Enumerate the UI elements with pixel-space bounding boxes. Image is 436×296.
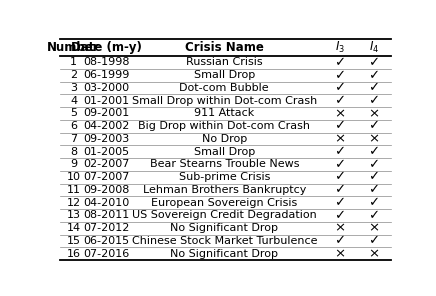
Text: No Significant Drop: No Significant Drop <box>170 223 278 233</box>
Text: ✓: ✓ <box>334 196 345 209</box>
Text: 2: 2 <box>70 70 77 80</box>
Text: 04-2002: 04-2002 <box>84 121 130 131</box>
Text: 07-2016: 07-2016 <box>84 249 130 259</box>
Text: Crisis Name: Crisis Name <box>185 41 264 54</box>
Text: 09-2008: 09-2008 <box>84 185 130 195</box>
Text: No Significant Drop: No Significant Drop <box>170 249 278 259</box>
Text: ✓: ✓ <box>368 94 379 107</box>
Text: ✓: ✓ <box>368 56 379 69</box>
Text: ×: × <box>334 107 345 120</box>
Text: ×: × <box>334 132 345 145</box>
Text: ✓: ✓ <box>368 184 379 197</box>
Text: 09-2003: 09-2003 <box>84 134 130 144</box>
Text: Small Drop: Small Drop <box>194 70 255 80</box>
Text: 11: 11 <box>67 185 81 195</box>
Text: 911 Attack: 911 Attack <box>194 108 255 118</box>
Text: 9: 9 <box>70 160 77 169</box>
Text: European Sovereign Crisis: European Sovereign Crisis <box>151 198 297 208</box>
Text: ×: × <box>368 132 379 145</box>
Text: ✓: ✓ <box>334 171 345 184</box>
Text: ×: × <box>334 222 345 235</box>
Text: No Drop: No Drop <box>202 134 247 144</box>
Text: ×: × <box>368 247 379 260</box>
Text: Date (m-y): Date (m-y) <box>72 41 142 54</box>
Text: 10: 10 <box>67 172 81 182</box>
Text: ×: × <box>368 222 379 235</box>
Text: 5: 5 <box>70 108 77 118</box>
Text: ✓: ✓ <box>334 145 345 158</box>
Text: $I_4$: $I_4$ <box>368 40 379 55</box>
Text: Bear Stearns Trouble News: Bear Stearns Trouble News <box>150 160 299 169</box>
Text: 14: 14 <box>67 223 81 233</box>
Text: ✓: ✓ <box>368 234 379 247</box>
Text: 02-2007: 02-2007 <box>84 160 130 169</box>
Text: Dot-com Bubble: Dot-com Bubble <box>180 83 269 93</box>
Text: ✓: ✓ <box>334 56 345 69</box>
Text: Number: Number <box>48 41 100 54</box>
Text: ✓: ✓ <box>334 209 345 222</box>
Text: 01-2005: 01-2005 <box>84 147 130 157</box>
Text: ✓: ✓ <box>334 94 345 107</box>
Text: 1: 1 <box>70 57 77 67</box>
Text: ✓: ✓ <box>368 196 379 209</box>
Text: ✓: ✓ <box>368 120 379 133</box>
Text: $I_3$: $I_3$ <box>335 40 345 55</box>
Text: ✓: ✓ <box>368 69 379 82</box>
Text: 12: 12 <box>67 198 81 208</box>
Text: 6: 6 <box>70 121 77 131</box>
Text: Lehman Brothers Bankruptcy: Lehman Brothers Bankruptcy <box>143 185 306 195</box>
Text: 13: 13 <box>67 210 81 221</box>
Text: 7: 7 <box>70 134 77 144</box>
Text: 06-2015: 06-2015 <box>84 236 130 246</box>
Text: ×: × <box>334 247 345 260</box>
Text: 4: 4 <box>70 96 77 106</box>
Text: 01-2001: 01-2001 <box>84 96 130 106</box>
Text: ×: × <box>368 107 379 120</box>
Text: ✓: ✓ <box>334 81 345 94</box>
Text: 3: 3 <box>70 83 77 93</box>
Text: Sub-prime Crisis: Sub-prime Crisis <box>179 172 270 182</box>
Text: US Sovereign Credit Degradation: US Sovereign Credit Degradation <box>132 210 317 221</box>
Text: 08-1998: 08-1998 <box>84 57 130 67</box>
Text: 03-2000: 03-2000 <box>84 83 130 93</box>
Text: ✓: ✓ <box>368 158 379 171</box>
Text: Chinese Stock Market Turbulence: Chinese Stock Market Turbulence <box>132 236 317 246</box>
Text: ✓: ✓ <box>334 120 345 133</box>
Text: Small Drop: Small Drop <box>194 147 255 157</box>
Text: 06-1999: 06-1999 <box>84 70 130 80</box>
Text: 09-2001: 09-2001 <box>84 108 130 118</box>
Text: ✓: ✓ <box>334 234 345 247</box>
Text: 07-2012: 07-2012 <box>84 223 130 233</box>
Text: 15: 15 <box>67 236 81 246</box>
Text: 8: 8 <box>70 147 77 157</box>
Text: 04-2010: 04-2010 <box>84 198 130 208</box>
Text: Russian Crisis: Russian Crisis <box>186 57 262 67</box>
Text: 16: 16 <box>67 249 81 259</box>
Text: ✓: ✓ <box>368 209 379 222</box>
Text: ✓: ✓ <box>368 145 379 158</box>
Text: Small Drop within Dot-com Crash: Small Drop within Dot-com Crash <box>132 96 317 106</box>
Text: ✓: ✓ <box>368 171 379 184</box>
Text: Big Drop within Dot-com Crash: Big Drop within Dot-com Crash <box>138 121 310 131</box>
Text: ✓: ✓ <box>368 81 379 94</box>
Text: ✓: ✓ <box>334 158 345 171</box>
Text: ✓: ✓ <box>334 184 345 197</box>
Text: 07-2007: 07-2007 <box>84 172 130 182</box>
Text: 08-2011: 08-2011 <box>84 210 130 221</box>
Text: ✓: ✓ <box>334 69 345 82</box>
